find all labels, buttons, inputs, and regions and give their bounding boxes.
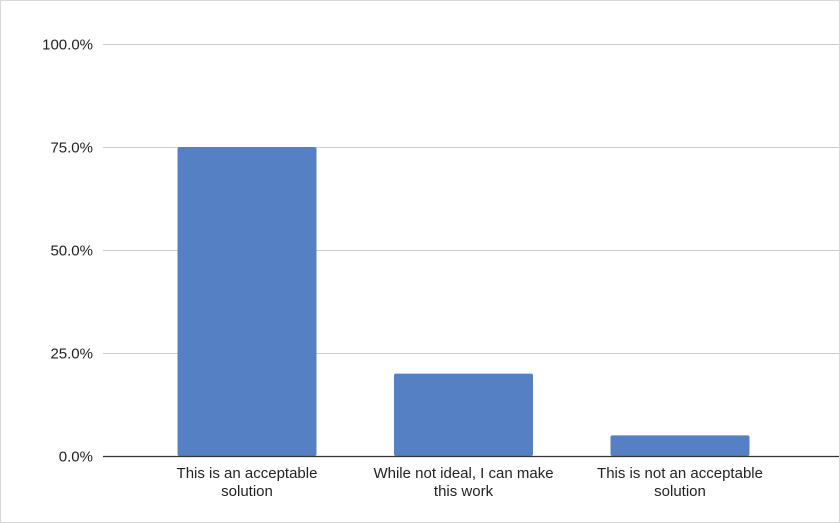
y-tick-label: 75.0% (50, 140, 93, 157)
x-axis-category-labels: This is an acceptable solution While not i… (177, 465, 763, 500)
x-category-label: While not ideal, I can make this work (373, 465, 553, 500)
y-axis-tick-labels: 0.0% 25.0% 50.0% 75.0% 100.0% (42, 37, 93, 466)
y-tick-label: 25.0% (50, 346, 93, 363)
x-category-label: This is an acceptable solution (177, 465, 318, 500)
y-tick-label: 100.0% (42, 37, 93, 54)
y-tick-label: 50.0% (50, 243, 93, 260)
x-category-label: This is not an acceptable solution (597, 465, 763, 500)
bar (394, 373, 533, 456)
bar (177, 147, 317, 456)
y-tick-label: 0.0% (59, 449, 93, 466)
bars (177, 147, 750, 456)
bar (610, 435, 750, 456)
